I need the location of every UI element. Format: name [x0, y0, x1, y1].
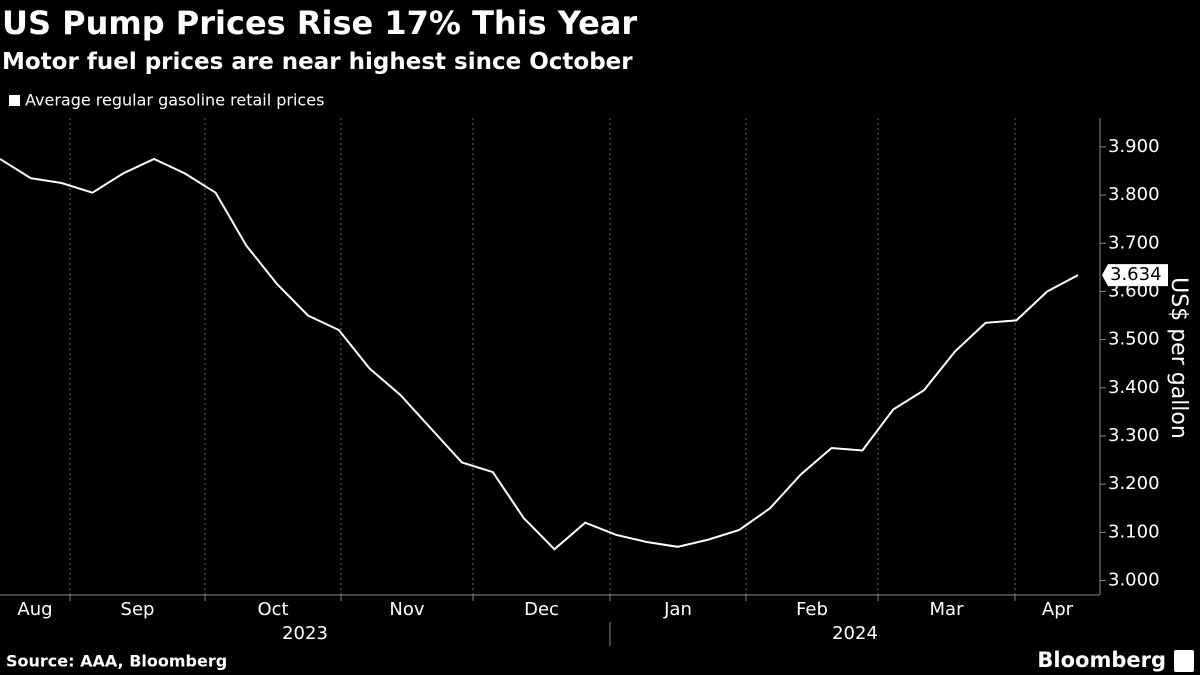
legend-label: Average regular gasoline retail prices [25, 91, 324, 110]
source: Source: AAA, Bloomberg [6, 652, 227, 671]
year-label: 2024 [832, 623, 878, 644]
x-tick-label: Aug [17, 599, 52, 620]
chart-subtitle: Motor fuel prices are near highest since… [2, 49, 633, 75]
x-tick-label: Sep [121, 599, 155, 620]
y-tick-label: 3.200 [1108, 473, 1160, 494]
x-tick-label: Nov [389, 599, 424, 620]
year-label: 2023 [282, 623, 328, 644]
y-tick-label: 3.900 [1108, 136, 1160, 157]
chart-title: US Pump Prices Rise 17% This Year [2, 4, 637, 42]
y-tick-label: 3.100 [1108, 521, 1160, 542]
x-tick-label: Mar [930, 599, 965, 620]
legend-swatch [9, 95, 20, 106]
x-tick-label: Feb [796, 599, 828, 620]
x-tick-label: Jan [663, 599, 692, 620]
brand-icon [1174, 650, 1194, 672]
y-tick-label: 3.300 [1108, 425, 1160, 446]
last-value-label: 3.634 [1110, 264, 1162, 285]
y-axis-label: US$ per gallon [1166, 277, 1191, 439]
x-tick-label: Apr [1042, 599, 1074, 620]
y-tick-label: 3.500 [1108, 329, 1160, 350]
y-tick-label: 3.700 [1108, 232, 1160, 253]
y-tick-label: 3.000 [1108, 570, 1160, 591]
last-value-pointer [1102, 264, 1168, 287]
line [0, 157, 1079, 551]
brand: Bloomberg [1037, 648, 1166, 672]
y-tick-label: 3.400 [1108, 377, 1160, 398]
x-tick-label: Oct [257, 599, 288, 620]
y-tick-label: 3.800 [1108, 184, 1160, 205]
x-tick-label: Dec [524, 599, 559, 620]
